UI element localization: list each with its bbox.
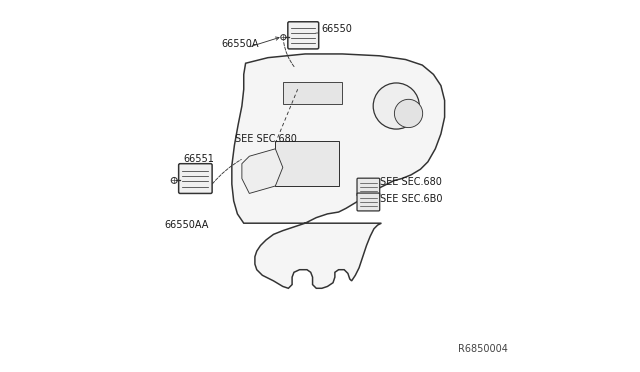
FancyBboxPatch shape bbox=[179, 164, 212, 193]
Text: 66550AA: 66550AA bbox=[164, 219, 209, 230]
Polygon shape bbox=[242, 149, 283, 193]
Text: SEE SEC.6B0: SEE SEC.6B0 bbox=[380, 193, 442, 203]
Circle shape bbox=[373, 83, 419, 129]
FancyBboxPatch shape bbox=[288, 22, 319, 49]
Text: SEE SEC.680: SEE SEC.680 bbox=[235, 134, 297, 144]
Circle shape bbox=[281, 35, 286, 40]
Polygon shape bbox=[232, 54, 445, 288]
FancyBboxPatch shape bbox=[357, 178, 380, 196]
Text: 66550: 66550 bbox=[322, 23, 353, 33]
Text: 66550A: 66550A bbox=[221, 38, 259, 48]
Text: 66551: 66551 bbox=[183, 154, 214, 164]
Polygon shape bbox=[283, 82, 342, 104]
Polygon shape bbox=[275, 141, 339, 186]
FancyBboxPatch shape bbox=[357, 193, 380, 211]
Text: R6850004: R6850004 bbox=[458, 343, 508, 353]
Circle shape bbox=[172, 177, 177, 183]
Text: SEE SEC.680: SEE SEC.680 bbox=[380, 177, 442, 187]
Circle shape bbox=[394, 99, 422, 128]
